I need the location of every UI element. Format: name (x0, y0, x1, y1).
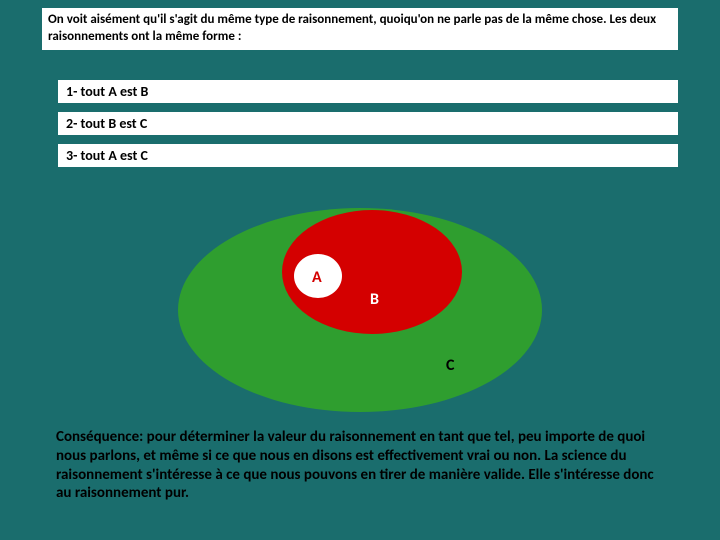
statement-3: 3- tout A est C (58, 144, 678, 167)
statement-1: 1- tout A est B (58, 80, 678, 103)
conclusion-text: Conséquence: pour déterminer la valeur d… (56, 428, 664, 503)
intro-text: On voit aisément qu'il s'agit du même ty… (42, 8, 678, 50)
statement-2: 2- tout B est C (58, 112, 678, 135)
set-b-label: B (370, 290, 379, 309)
set-a-label: A (312, 268, 322, 287)
set-c-label: C (446, 356, 454, 375)
venn-diagram: A B C (0, 202, 720, 422)
